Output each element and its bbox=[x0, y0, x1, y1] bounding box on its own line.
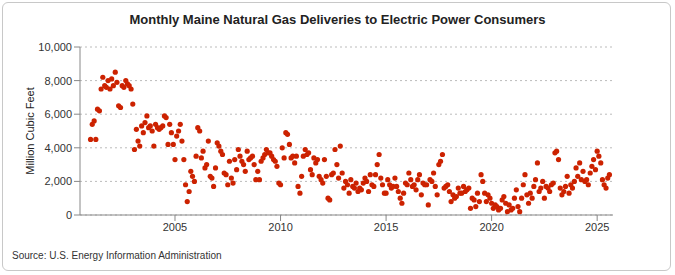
html-text:Source: U.S. Energy Informatio: Source: U.S. Energy Information Administ… bbox=[12, 250, 222, 261]
html-text:Monthly Maine Natural Gas Deli: Monthly Maine Natural Gas Deliveries to … bbox=[129, 12, 546, 27]
html-text:Million Cubic Feet: Million Cubic Feet bbox=[24, 87, 36, 175]
svg-text:2,000: 2,000 bbox=[44, 175, 72, 187]
svg-text:2020: 2020 bbox=[479, 221, 503, 233]
svg-text:2005: 2005 bbox=[163, 221, 187, 233]
svg-text:6,000: 6,000 bbox=[44, 108, 72, 120]
svg-text:2010: 2010 bbox=[268, 221, 292, 233]
svg-text:8,000: 8,000 bbox=[44, 75, 72, 87]
svg-text:4,000: 4,000 bbox=[44, 142, 72, 154]
svg-text:2025: 2025 bbox=[585, 221, 609, 233]
svg-text:0: 0 bbox=[66, 209, 72, 221]
svg-text:10,000: 10,000 bbox=[38, 41, 72, 53]
svg-text:2015: 2015 bbox=[374, 221, 398, 233]
